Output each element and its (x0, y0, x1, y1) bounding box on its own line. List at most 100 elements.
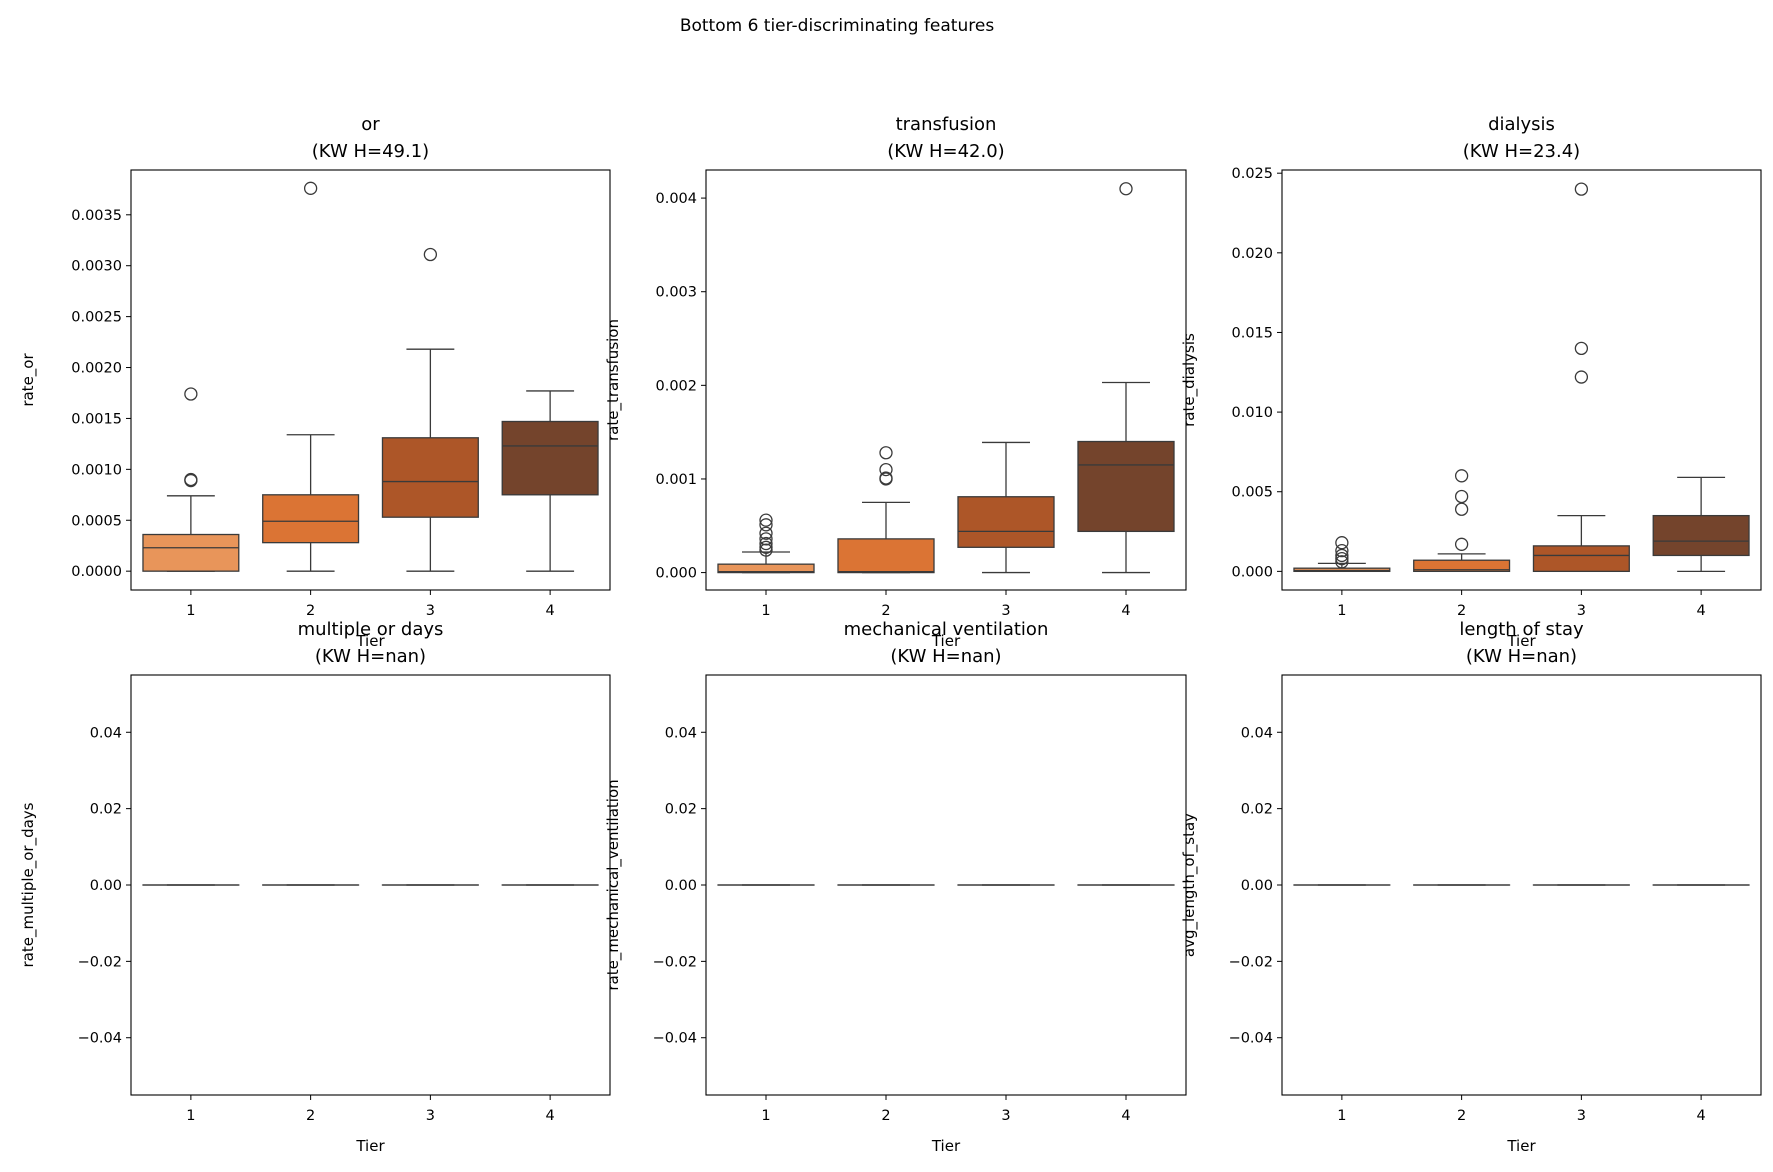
subplot-title: or (361, 114, 380, 135)
x-tick-label: 3 (426, 603, 435, 619)
y-tick-label: 0.0030 (71, 259, 122, 275)
y-axis-label: rate_mechanical_ventilation (604, 779, 623, 990)
outlier-point (759, 526, 773, 540)
plot-area (130, 169, 611, 591)
subplot-5: mechanical ventilation (KW H=nan) −0.04 −0.… (604, 619, 1187, 1155)
y-tick-label: 0.0000 (71, 564, 122, 580)
x-tick-label: 4 (1697, 603, 1706, 619)
x-tick-label: 3 (1001, 1108, 1010, 1124)
outlier-point (1335, 555, 1349, 569)
box-iqr (1652, 514, 1750, 557)
subplot-subtitle: (KW H=nan) (890, 646, 1001, 667)
y-tick-label: 0.001 (655, 472, 697, 488)
subplot-title: mechanical ventilation (844, 619, 1049, 640)
x-axis-label: Tier (355, 1137, 385, 1155)
box-iqr (1532, 545, 1630, 573)
subplot-subtitle: (KW H=nan) (1466, 646, 1577, 667)
outlier-point (1574, 182, 1589, 196)
outlier-point (1454, 469, 1469, 483)
outlier-point (423, 247, 438, 262)
outlier-point (1119, 182, 1133, 196)
x-tick-label: 1 (186, 603, 195, 619)
subplot-2: transfusion (KW H=42.0) 0.000 0.001 0.002 0.0… (604, 114, 1187, 650)
outlier-point (879, 446, 893, 460)
box-tier-4 (1652, 476, 1750, 573)
box-iqr (1413, 559, 1511, 573)
y-tick-label: 0.04 (90, 725, 122, 741)
x-tick-label: 1 (761, 1108, 770, 1124)
y-tick-label: 0.003 (655, 285, 697, 301)
box-iqr (262, 494, 360, 544)
x-tick-label: 4 (546, 1108, 555, 1124)
box-tier-1 (1293, 536, 1391, 573)
outlier-point (1574, 370, 1589, 384)
box-iqr (501, 420, 599, 496)
outlier-point (879, 462, 893, 477)
subplot-6: length of stay (KW H=nan) −0.04 −0.02 0.00 0.… (1180, 619, 1762, 1155)
box-tier-1 (142, 387, 240, 572)
y-tick-label: 0.0005 (71, 513, 122, 529)
outlier-point (303, 181, 318, 195)
x-tick-label: 1 (186, 1108, 195, 1124)
subplot-subtitle: (KW H=23.4) (1463, 141, 1580, 162)
x-tick-label: 2 (306, 1108, 315, 1124)
y-axis-label: avg_length_of_stay (1180, 813, 1199, 957)
y-tick-label: 0.00 (1241, 878, 1273, 894)
x-tick-label: 4 (1697, 1108, 1706, 1124)
plot-area (705, 169, 1187, 591)
y-tick-label: −0.04 (78, 1031, 122, 1047)
x-tick-label: 4 (546, 603, 555, 619)
x-tick-label: 3 (1001, 603, 1010, 619)
subplot-subtitle: (KW H=49.1) (312, 141, 429, 162)
y-tick-label: 0.0035 (71, 208, 122, 224)
y-axis-label: rate_transfusion (604, 319, 623, 441)
figure-title: Bottom 6 tier-discriminating features (680, 16, 995, 36)
y-tick-label: 0.04 (665, 725, 697, 741)
subplot-title: dialysis (1488, 114, 1555, 135)
outlier-point (1335, 548, 1349, 563)
y-tick-label: −0.04 (1229, 1031, 1273, 1047)
x-tick-label: 2 (881, 1108, 890, 1124)
subplot-title: transfusion (896, 114, 997, 135)
box-tier-2 (262, 181, 360, 572)
y-tick-label: 0.0010 (71, 462, 122, 478)
y-tick-label: 0.004 (655, 191, 697, 207)
x-axis-label: Tier (355, 632, 385, 650)
y-tick-label: 0.025 (1231, 166, 1273, 182)
x-axis-label: Tier (931, 1137, 961, 1155)
outlier-point (1454, 489, 1469, 504)
y-tick-label: 0.02 (90, 802, 122, 818)
x-tick-label: 1 (1337, 603, 1346, 619)
outlier-point (1454, 537, 1469, 551)
y-tick-label: 0.02 (1241, 802, 1273, 818)
y-axis-label: rate_or (19, 353, 38, 407)
y-tick-label: −0.02 (653, 954, 697, 970)
box-tier-1 (717, 513, 815, 574)
y-tick-label: 0.0020 (71, 361, 122, 377)
y-tick-label: 0.015 (1231, 325, 1273, 341)
y-axis-label: rate_multiple_or_days (19, 802, 38, 967)
outlier-point (184, 387, 198, 401)
y-tick-label: 0.00 (665, 878, 697, 894)
subplot-1: or (KW H=49.1) 0.0000 0.0005 0.0010 0.0015 0.0… (19, 114, 611, 650)
outlier-point (759, 543, 773, 557)
outlier-point (759, 536, 773, 551)
subplot-grid: or (KW H=49.1) 0.0000 0.0005 0.0010 0.0015 0.0… (19, 114, 1762, 1155)
y-tick-label: 0.04 (1241, 725, 1273, 741)
outlier-point (759, 518, 773, 532)
x-tick-label: 1 (1337, 1108, 1346, 1124)
outlier-point (1335, 544, 1349, 558)
box-iqr (381, 437, 479, 518)
y-tick-label: −0.02 (1229, 954, 1273, 970)
x-tick-label: 4 (1121, 1108, 1130, 1124)
y-tick-label: 0.020 (1231, 246, 1273, 262)
outlier-point (1335, 536, 1349, 550)
x-tick-label: 3 (426, 1108, 435, 1124)
box-iqr (717, 563, 815, 574)
y-tick-label: 0.000 (1231, 564, 1273, 580)
x-tick-label: 1 (761, 603, 770, 619)
outlier-point (879, 472, 893, 486)
box-iqr (957, 496, 1055, 548)
outlier-point (759, 513, 773, 527)
y-tick-label: −0.04 (653, 1031, 697, 1047)
